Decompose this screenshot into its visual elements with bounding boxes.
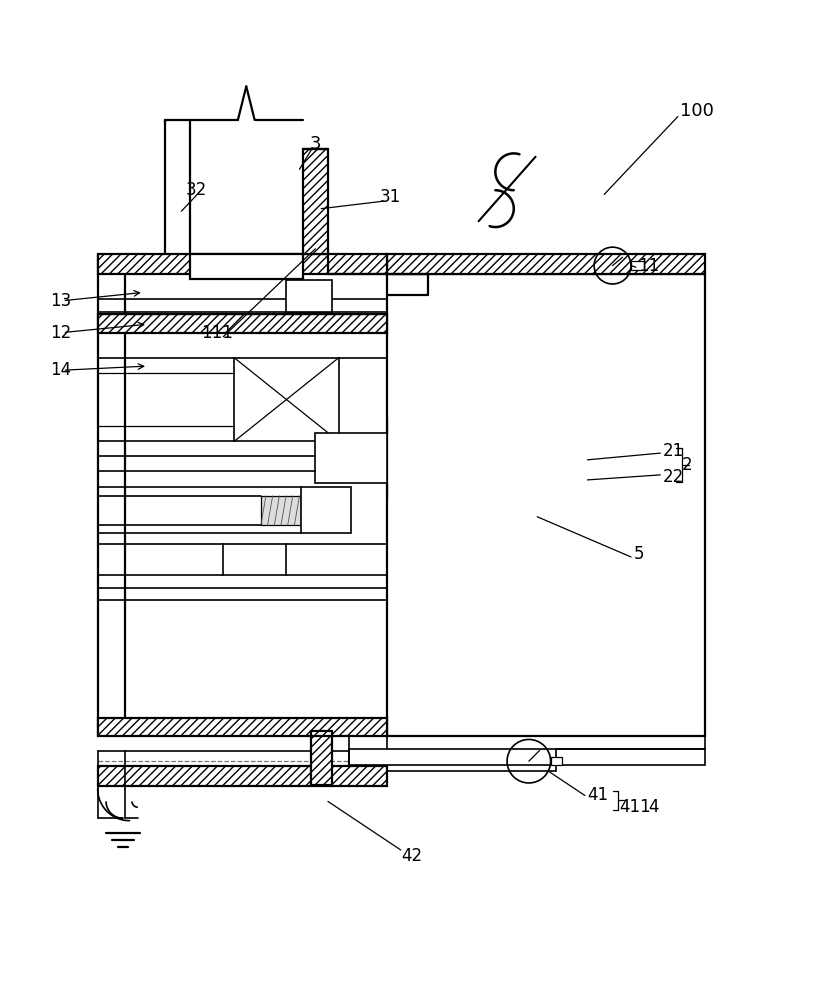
Text: 32: 32 [186,181,207,199]
Bar [315,433,386,483]
Bar [261,496,301,525]
Bar [302,149,328,254]
Text: 31: 31 [380,188,401,206]
Bar [190,254,302,279]
Text: 14: 14 [50,361,71,379]
Bar [386,274,705,736]
Text: 21: 21 [663,442,684,460]
Bar [97,314,386,333]
Text: 12: 12 [50,324,71,342]
Bar [631,261,643,270]
Bar [301,487,351,533]
Text: 41: 41 [587,786,608,804]
Text: 411: 411 [619,798,651,816]
Text: 13: 13 [50,292,71,310]
Text: 5: 5 [633,545,644,563]
Bar [386,254,705,274]
Bar [97,254,386,274]
Text: 42: 42 [402,847,423,865]
Bar [97,718,386,736]
Bar [97,766,386,786]
Text: 4: 4 [648,798,659,816]
Bar [223,544,286,575]
Text: 111: 111 [201,324,233,342]
Text: 2: 2 [682,456,693,474]
Bar [349,749,705,765]
Bar [311,731,332,785]
Text: 3: 3 [309,135,321,153]
Bar [550,757,562,765]
Bar [286,280,332,312]
Text: 100: 100 [680,102,713,120]
Text: 22: 22 [663,468,684,486]
Bar [234,358,339,441]
Text: 11: 11 [638,257,659,275]
